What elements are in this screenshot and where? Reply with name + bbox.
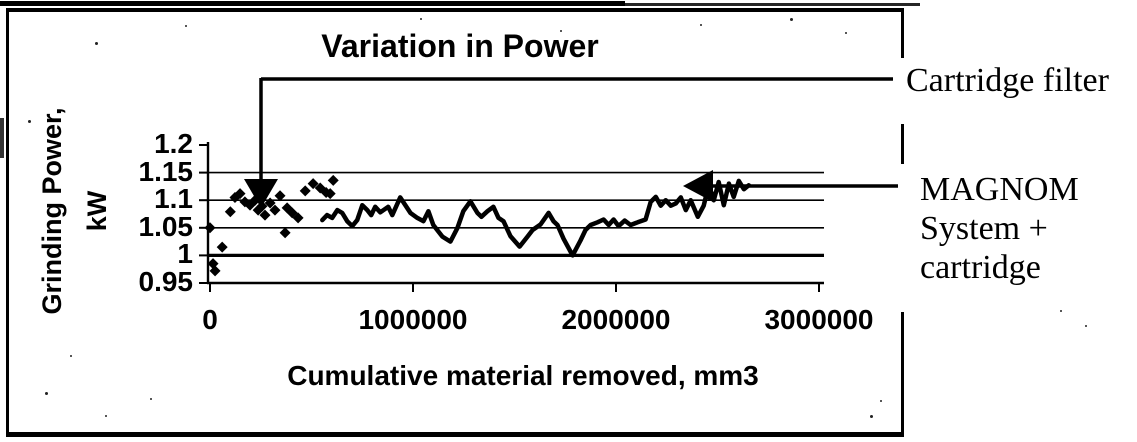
scan-artifact-top-smudge-2 — [620, 3, 920, 6]
line-series-magnom — [320, 178, 752, 258]
scan-speckle — [105, 415, 107, 417]
scan-speckle — [1060, 310, 1062, 312]
y-tick-label: 1.15 — [138, 155, 194, 187]
scan-speckle — [790, 18, 793, 21]
chart-title: Variation in Power — [321, 28, 599, 64]
border-right-seg1 — [901, 8, 904, 58]
y-tick-label: 1 — [177, 238, 193, 270]
y-tick-label: 0.95 — [138, 266, 194, 297]
scan-speckle — [870, 415, 873, 418]
x-tick-label: 3000000 — [764, 304, 874, 335]
x-tick-label: 1000000 — [358, 304, 468, 335]
scan-speckle — [1085, 325, 1087, 327]
scatter-series-cartridge-filter — [204, 174, 339, 277]
border-right-seg3 — [901, 312, 904, 437]
callout-cartridge-filter — [244, 77, 893, 208]
annotation-magnom-line1: MAGNOM — [920, 171, 1079, 208]
scan-speckle — [420, 18, 422, 20]
x-tick-label: 0 — [202, 304, 218, 335]
scan-speckle — [95, 42, 98, 45]
gridlines — [207, 171, 824, 285]
scan-speckle — [45, 392, 48, 395]
y-tick-label: 1.05 — [138, 210, 194, 242]
x-axis-title: Cumulative material removed, mm3 — [287, 360, 759, 391]
y-axis — [199, 142, 210, 284]
x-tick-label: 2000000 — [561, 304, 671, 335]
scan-speckle — [845, 32, 847, 34]
border-top — [6, 8, 904, 12]
y-axis-title-line1: Grinding Power, — [37, 107, 67, 315]
x-axis-ticks — [209, 284, 820, 292]
scan-speckle — [700, 24, 702, 26]
y-tick-label: 1.1 — [154, 183, 193, 215]
scan-speckle — [150, 398, 152, 400]
border-left — [6, 8, 9, 437]
annotation-magnom-line3: cartridge — [920, 249, 1041, 286]
callout-magnom — [683, 170, 898, 202]
annotation-cartridge-filter: Cartridge filter — [902, 60, 1113, 102]
annotation-magnom-system: MAGNOM System + cartridge — [916, 168, 1083, 289]
down-arrow-icon — [244, 179, 278, 208]
y-tick-label: 1.2 — [154, 128, 193, 159]
scan-speckle — [560, 30, 562, 32]
annotation-magnom-line2: System + — [920, 210, 1048, 247]
left-arrow-icon — [683, 170, 713, 202]
scan-artifact-left-mark — [0, 118, 4, 158]
border-right-seg2 — [901, 124, 904, 164]
scan-artifact-top-smudge — [0, 1, 625, 6]
scan-speckle — [28, 120, 31, 123]
scan-speckle — [185, 25, 187, 27]
scan-speckle — [880, 400, 882, 402]
border-bottom — [6, 432, 904, 437]
scan-speckle — [70, 355, 72, 357]
